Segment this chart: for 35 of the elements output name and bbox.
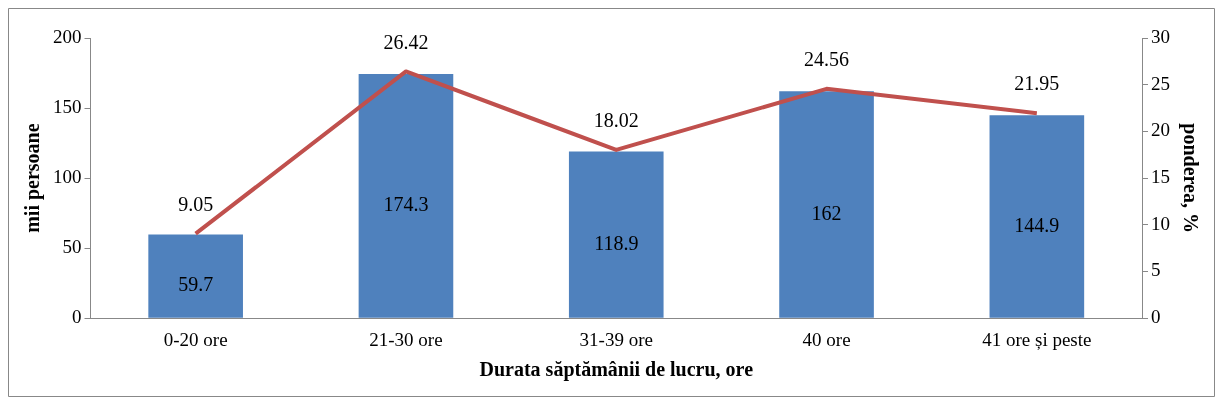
x-tick-label: 31-39 ore xyxy=(579,328,653,350)
data-label: 59.7 xyxy=(178,273,214,296)
bar xyxy=(989,115,1085,318)
y2-tick-label: 15 xyxy=(1151,166,1170,188)
bar xyxy=(779,91,874,318)
x-tick-label: 40 ore xyxy=(802,328,851,350)
y2-tick-label: 5 xyxy=(1151,259,1161,281)
data-label: 21.95 xyxy=(1014,72,1060,95)
bar xyxy=(358,74,454,318)
y2-tick-label: 30 xyxy=(1151,25,1170,47)
data-label: 144.9 xyxy=(1014,213,1060,236)
data-label: 118.9 xyxy=(594,231,639,254)
y2-tick-label: 25 xyxy=(1151,72,1170,94)
y2-tick-label: 10 xyxy=(1151,212,1170,234)
bar xyxy=(148,234,243,318)
bar xyxy=(568,151,664,318)
data-label: 18.02 xyxy=(593,109,639,132)
data-label: 162 xyxy=(811,201,842,224)
y-tick-label: 0 xyxy=(72,306,82,328)
data-label: 26.42 xyxy=(383,30,429,53)
data-label: 9.05 xyxy=(178,192,214,215)
x-tick-label: 41 ore și peste xyxy=(982,328,1092,350)
x-tick-label: 21-30 ore xyxy=(369,328,443,350)
y-tick-label: 50 xyxy=(62,236,82,258)
y-tick-label: 100 xyxy=(53,166,82,188)
y-tick-label: 150 xyxy=(53,96,82,118)
x-axis-title: Durata săptămânii de lucru, ore xyxy=(479,358,754,382)
data-label: 24.56 xyxy=(804,48,850,71)
y-axis-title: mii persoane xyxy=(21,123,45,233)
y2-tick-label: 20 xyxy=(1151,119,1170,141)
y2-tick-label: 0 xyxy=(1151,306,1161,328)
data-label: 174.3 xyxy=(383,193,429,216)
x-tick-label: 0-20 ore xyxy=(163,328,228,350)
y-tick-label: 200 xyxy=(53,25,82,47)
y2-axis-title: ponderea, % xyxy=(1178,123,1202,233)
